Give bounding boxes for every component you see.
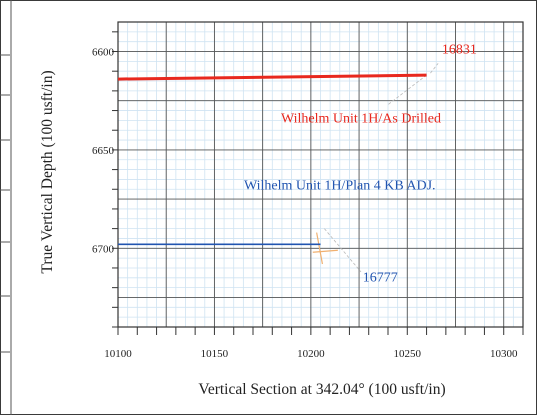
y-tick-labels: 6600 6650 6700 xyxy=(92,47,115,256)
end-marker-tick xyxy=(316,232,324,265)
x-tick-labels: 10100 10150 10200 10250 10300 xyxy=(104,348,518,360)
leader-line xyxy=(430,63,439,74)
y-tick-label: 6600 xyxy=(92,47,115,59)
annotation-label: 16777 xyxy=(363,271,398,286)
annotation-label: Wilhelm Unit 1H/As Drilled xyxy=(281,111,441,126)
marker-decorations xyxy=(312,63,439,273)
x-tick-label: 10150 xyxy=(201,348,229,360)
y-tick-label: 6650 xyxy=(92,145,115,157)
x-tick-label: 10300 xyxy=(490,348,518,360)
leader-line xyxy=(324,228,362,273)
series-line xyxy=(117,73,427,81)
annotation-label: 16831 xyxy=(442,42,477,57)
grid-major xyxy=(117,22,523,327)
y-axis-title: True Vertical Depth (100 usft/in) xyxy=(39,70,56,273)
axis-ticks xyxy=(112,31,524,335)
series-lines xyxy=(117,73,427,246)
y-tick-label: 6700 xyxy=(92,243,115,255)
annotation-label: Wilhelm Unit 1H/Plan 4 KB ADJ. xyxy=(244,178,436,193)
end-marker-tick xyxy=(312,249,338,253)
x-axis-title: Vertical Section at 342.04° (100 usft/in… xyxy=(198,381,445,398)
left-edge-strip xyxy=(0,0,12,415)
x-tick-label: 10200 xyxy=(297,348,325,360)
annotations: 16831 Wilhelm Unit 1H/As Drilled Wilhelm U… xyxy=(244,42,477,285)
x-tick-label: 10250 xyxy=(394,348,422,360)
plot-border xyxy=(117,21,524,328)
x-tick-label: 10100 xyxy=(104,348,132,360)
leader-line xyxy=(387,74,427,105)
